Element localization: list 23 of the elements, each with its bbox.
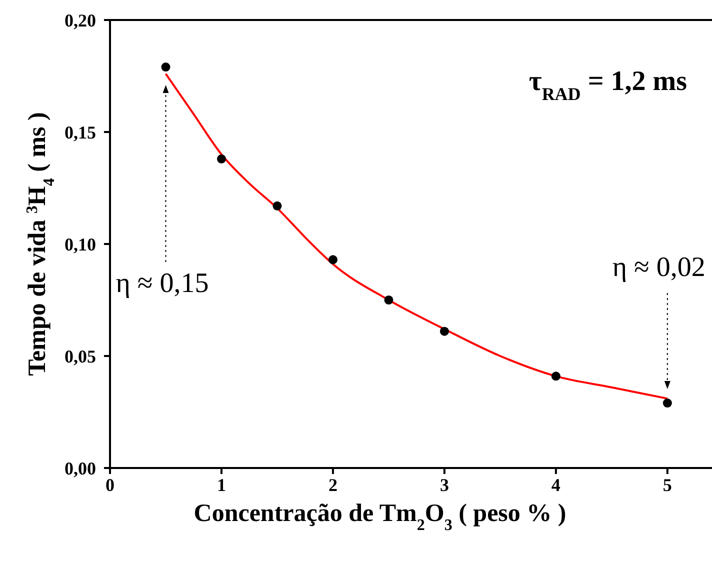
y-tick-label: 0,10 bbox=[64, 234, 96, 254]
y-tick-label: 0,15 bbox=[64, 122, 96, 142]
annotation: η ≈ 0,15 bbox=[116, 268, 209, 300]
annotation: η ≈ 0,02 bbox=[612, 252, 706, 284]
x-tick-label: 0 bbox=[106, 474, 114, 495]
x-tick-label: 3 bbox=[440, 474, 449, 495]
y-tick-label: 0,00 bbox=[64, 458, 96, 478]
point bbox=[384, 295, 394, 305]
x-tick-label: 2 bbox=[328, 474, 338, 495]
point bbox=[440, 326, 449, 336]
point bbox=[161, 62, 170, 72]
point bbox=[328, 255, 338, 264]
annotation: τ$_{RAD}$ = 1,2 ms bbox=[528, 66, 688, 104]
x-axis-title: Concentração de Tm$_{2}$O$_{3}$ ( peso % ) bbox=[194, 500, 566, 534]
point bbox=[216, 154, 226, 164]
point bbox=[551, 372, 560, 381]
point bbox=[272, 201, 282, 210]
x-tick-label: 4 bbox=[551, 474, 560, 495]
x-tick-label: 1 bbox=[216, 474, 226, 495]
y-tick-label: 0,20 bbox=[64, 10, 96, 30]
point bbox=[662, 398, 672, 408]
y-tick-label: 0,05 bbox=[64, 346, 96, 366]
x-tick-label: 5 bbox=[662, 474, 672, 495]
